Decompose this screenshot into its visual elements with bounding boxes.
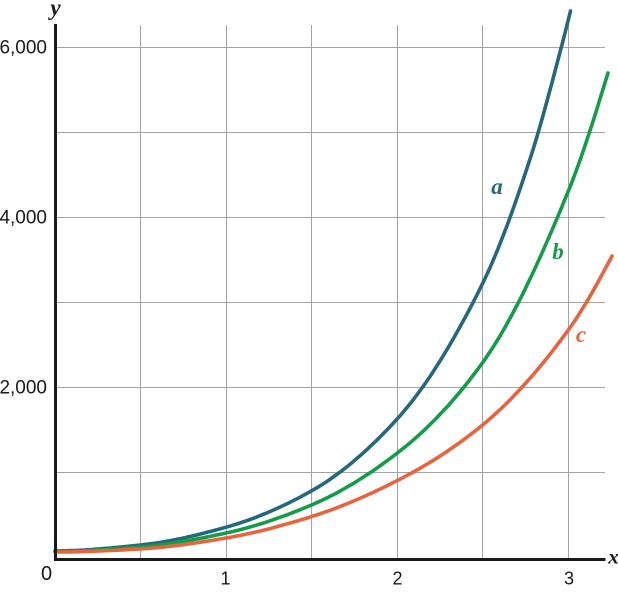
svg-text:b: b bbox=[552, 239, 564, 264]
svg-text:c: c bbox=[576, 322, 586, 347]
svg-text:x: x bbox=[607, 545, 618, 569]
svg-text:a: a bbox=[491, 174, 503, 199]
svg-text:1: 1 bbox=[220, 569, 230, 589]
svg-text:2: 2 bbox=[392, 569, 402, 589]
svg-text:0: 0 bbox=[41, 563, 52, 585]
svg-text:y: y bbox=[47, 0, 61, 20]
svg-text:6,000: 6,000 bbox=[0, 38, 47, 59]
svg-text:2,000: 2,000 bbox=[0, 378, 47, 399]
svg-text:4,000: 4,000 bbox=[0, 207, 47, 228]
svg-text:3: 3 bbox=[564, 569, 574, 589]
